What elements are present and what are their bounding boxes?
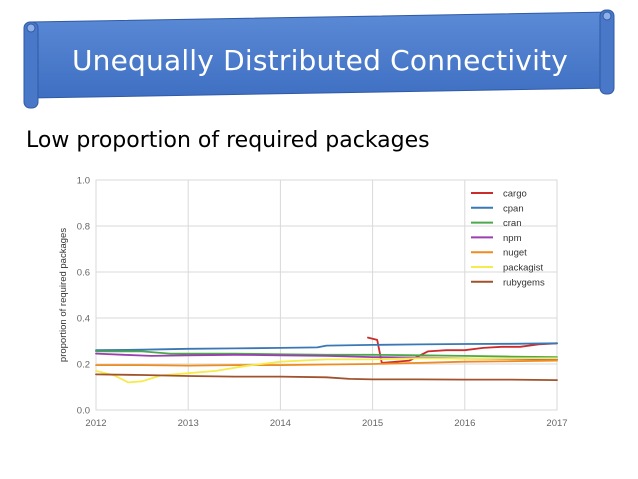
- x-tick-label: 2015: [362, 418, 383, 429]
- x-tick-label: 2012: [85, 418, 106, 429]
- y-tick-label: 1.0: [77, 176, 90, 187]
- y-tick-label: 0.6: [77, 268, 90, 279]
- legend-label-npm: npm: [503, 233, 522, 244]
- slide-subtitle: Low proportion of required packages: [26, 128, 430, 153]
- x-tick-label: 2013: [178, 418, 199, 429]
- y-tick-label: 0.0: [77, 406, 90, 417]
- series-line-rubygems: [95, 373, 558, 382]
- title-banner: [23, 9, 615, 109]
- legend-label-nuget: nuget: [503, 248, 527, 259]
- legend-label-packagist: packagist: [503, 263, 543, 274]
- x-tick-label: 2017: [546, 418, 567, 429]
- series-line-packagist: [95, 357, 558, 384]
- y-axis-label: proportion of required packages: [58, 228, 69, 362]
- x-tick-label: 2016: [454, 418, 475, 429]
- x-tick-label: 2014: [270, 418, 291, 429]
- legend-label-cpan: cpan: [503, 203, 524, 214]
- y-tick-label: 0.8: [77, 222, 90, 233]
- slide-title: Unequally Distributed Connectivity: [71, 44, 569, 77]
- legend-label-cran: cran: [503, 218, 521, 229]
- series-line-nuget: [95, 359, 558, 367]
- series-line-cpan: [95, 342, 558, 352]
- legend-label-cargo: cargo: [503, 189, 527, 200]
- y-tick-label: 0.4: [77, 314, 90, 325]
- series-line-cran: [95, 350, 558, 359]
- legend-label-rubygems: rubygems: [503, 277, 545, 288]
- y-tick-label: 0.2: [77, 360, 90, 371]
